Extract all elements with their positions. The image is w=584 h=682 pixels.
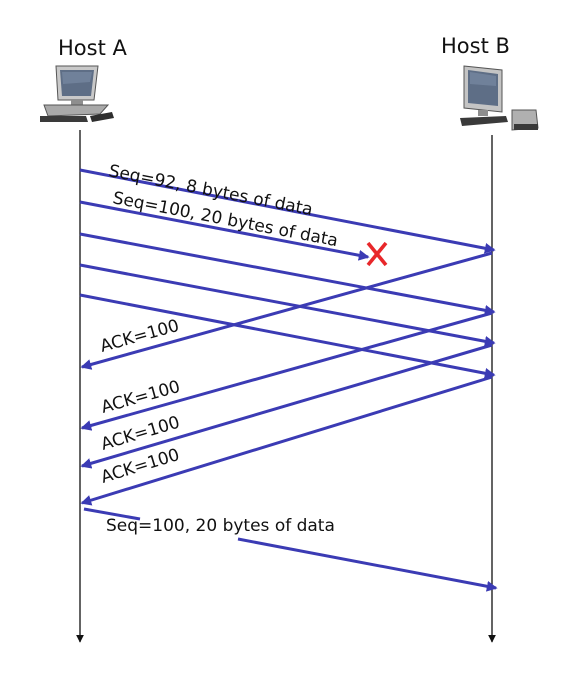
segment-arrow-3: [79, 232, 496, 316]
desktop-computer-icon: [40, 65, 114, 122]
ack-arrow-4: [80, 375, 493, 506]
desktop-computer-icon: [460, 65, 539, 131]
segment-arrow-4: [79, 263, 496, 347]
segment-arrow-5: [79, 293, 496, 379]
segment-arrow-seq100-lost: [79, 200, 370, 261]
ack-arrow-2: [80, 311, 493, 431]
retransmit-arrow: [237, 537, 498, 592]
host-a-label: Host A: [58, 36, 127, 60]
ack-arrow-1: [80, 251, 493, 370]
host-b-label: Host B: [441, 34, 510, 58]
retransmit-arrow-start: [83, 507, 141, 521]
ack-arrow-3: [80, 343, 493, 469]
segment-arrow-seq92: [79, 168, 496, 254]
retransmit-label: Seq=100, 20 bytes of data: [106, 516, 335, 536]
loss-x-icon: [366, 241, 388, 267]
